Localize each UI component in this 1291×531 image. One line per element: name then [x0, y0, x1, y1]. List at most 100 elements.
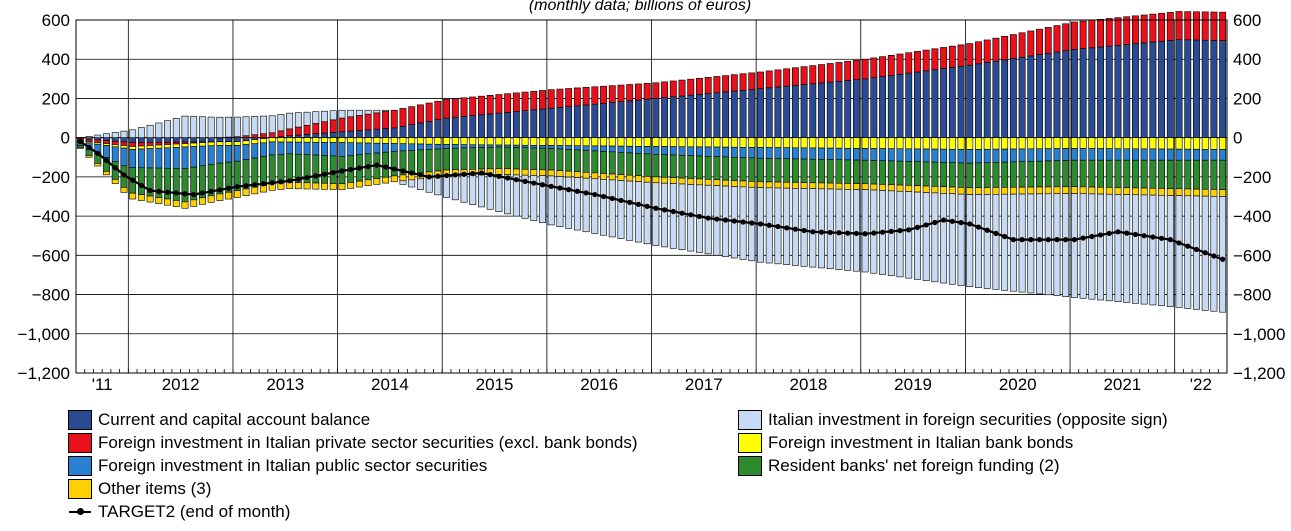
- target2-point: [478, 170, 485, 176]
- target2-point: [426, 174, 432, 180]
- bar-segment: [565, 145, 573, 150]
- bar-segment: [416, 143, 424, 151]
- bar-segment: [1158, 12, 1166, 42]
- legend: Current and capital account balance Fore…: [68, 408, 1283, 530]
- legend-item-other-items: Other items (3): [68, 477, 211, 500]
- target2-point: [1019, 237, 1025, 243]
- bar-segment: [530, 175, 538, 221]
- bar-segment: [975, 194, 982, 288]
- bar-segment: [1201, 159, 1209, 190]
- bar-segment: [844, 183, 852, 190]
- bar-segment: [164, 198, 171, 206]
- bar-segment: [957, 65, 965, 138]
- bar-segment: [1062, 50, 1070, 138]
- bar-segment: [504, 93, 512, 113]
- bar-segment: [260, 133, 267, 138]
- bar-segment: [565, 106, 573, 138]
- bar-segment: [730, 156, 738, 181]
- bar-segment: [643, 153, 651, 177]
- bar-segment: [207, 137, 215, 143]
- bar-segment: [922, 185, 930, 193]
- bar-segment: [129, 192, 137, 200]
- bar-segment: [1097, 148, 1105, 161]
- target2-point: [513, 177, 519, 183]
- bar-segment: [948, 45, 956, 68]
- bar-segment: [914, 71, 921, 138]
- target2-point: [304, 174, 310, 181]
- legend-item-bank-bonds: Foreign investment in Italian bank bonds: [738, 431, 1073, 454]
- bar-segment: [512, 168, 520, 176]
- bar-segment: [896, 137, 904, 150]
- bar-segment: [643, 83, 651, 100]
- bar-segment: [329, 155, 337, 184]
- bar-segment: [1079, 48, 1087, 138]
- bar-segment: [486, 95, 494, 115]
- bar-segment: [1210, 137, 1218, 150]
- target2-point: [653, 205, 659, 211]
- bar-segment: [1210, 189, 1218, 197]
- bar-segment: [852, 59, 860, 80]
- bar-segment: [957, 193, 965, 286]
- bar-segment: [504, 146, 512, 170]
- bar-segment: [1036, 148, 1043, 162]
- bar-segment: [312, 154, 320, 184]
- bar-segment: [382, 109, 389, 112]
- bar-segment: [547, 175, 555, 226]
- bar-segment: [966, 187, 974, 195]
- bar-segment: [739, 73, 747, 91]
- bar-segment: [303, 137, 311, 143]
- target2-point: [173, 190, 179, 196]
- y-tick-label-left: −1,200: [18, 364, 70, 383]
- bar-segment: [347, 116, 355, 132]
- bar-segment: [992, 60, 1000, 138]
- bar-segment: [818, 182, 825, 190]
- bar-segment: [303, 141, 311, 155]
- target2-point: [1080, 235, 1086, 241]
- bar-segment: [207, 141, 215, 147]
- bar-segment: [390, 143, 398, 152]
- bar-segment: [975, 63, 982, 138]
- bar-segment: [321, 182, 328, 190]
- bar-segment: [1053, 51, 1061, 138]
- target2-point: [1124, 230, 1130, 236]
- bar-segment: [696, 137, 703, 148]
- bar-segment: [1070, 148, 1078, 161]
- target2-point: [627, 199, 633, 205]
- target2-point: [1045, 237, 1051, 243]
- bar-segment: [896, 148, 904, 162]
- bar-segment: [294, 141, 302, 155]
- bar-segment: [591, 145, 599, 152]
- bar-segment: [495, 94, 503, 114]
- bar-segment: [852, 137, 860, 149]
- legend-item-foreign-securities: Italian investment in foreign securities…: [738, 408, 1168, 431]
- bar-segment: [1166, 137, 1174, 150]
- bar-segment: [103, 171, 110, 176]
- target2-point: [225, 185, 232, 191]
- bar-segment: [861, 183, 869, 190]
- target2-point: [130, 177, 136, 183]
- bar-segment: [1166, 12, 1174, 41]
- target2-point: [443, 172, 450, 179]
- bar-segment: [661, 97, 669, 138]
- bar-segment: [966, 137, 974, 150]
- bar-segment: [696, 94, 703, 138]
- bar-segment: [164, 120, 171, 138]
- bar-segment: [443, 144, 451, 149]
- bar-segment: [669, 183, 677, 249]
- bar-segment: [975, 162, 982, 188]
- bar-segment: [286, 153, 294, 183]
- bar-segment: [870, 57, 878, 78]
- target2-point: [382, 164, 389, 170]
- bar-segment: [1114, 194, 1122, 302]
- bar-segment: [434, 137, 442, 145]
- target2-point: [217, 187, 223, 193]
- target2-point: [1159, 235, 1165, 241]
- bar-segment: [1105, 45, 1113, 138]
- bar-segment: [1070, 21, 1078, 50]
- x-tick-label: 2012: [162, 375, 200, 394]
- y-tick-label-right: −1,200: [1233, 364, 1285, 383]
- legend-label-current-account: Current and capital account balance: [98, 409, 371, 429]
- target2-point: [1028, 237, 1034, 243]
- bar-segment: [556, 145, 564, 150]
- y-tick-label-left: 400: [42, 50, 70, 69]
